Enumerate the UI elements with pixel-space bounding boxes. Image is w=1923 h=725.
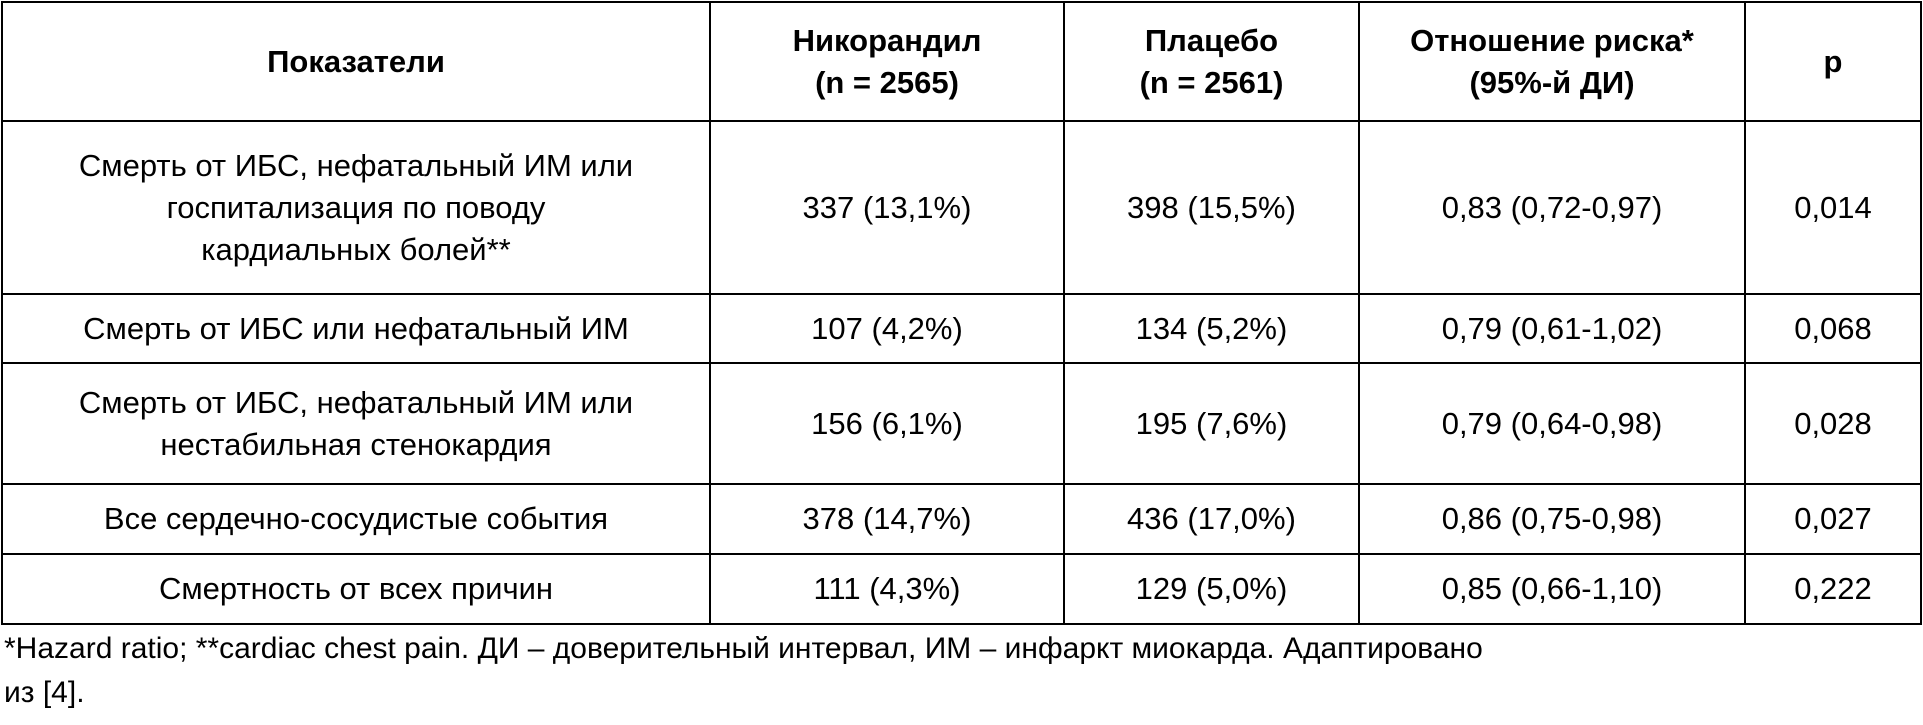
- cell-line: из [4].: [4, 676, 85, 709]
- row-label: Смерть от ИБС или нефатальный ИМ: [1, 293, 711, 364]
- cell: 0,027: [1744, 483, 1922, 555]
- cell: 0,85 (0,66-1,10): [1358, 553, 1746, 625]
- row-label: Смертность от всех причин: [1, 553, 711, 625]
- header-row: Показатели Никорандил (n = 2565) Плацебо (n …: [1, 1, 1922, 122]
- cell-line: Отношение риска*: [1410, 22, 1694, 58]
- cell: 0,83 (0,72-0,97): [1358, 120, 1746, 295]
- cell: 129 (5,0%): [1063, 553, 1360, 625]
- header-cell: Плацебо (n = 2561): [1063, 1, 1360, 122]
- cell-line: Плацебо: [1144, 22, 1279, 58]
- cell: 398 (15,5%): [1063, 120, 1360, 295]
- cell: 0,222: [1744, 553, 1922, 625]
- cell-line: Все сердечно-сосудистые события: [103, 501, 609, 536]
- header-cell: p: [1744, 1, 1922, 122]
- cell-line: Никорандил: [792, 22, 982, 58]
- cell-line: *Hazard ratio; **cardiac chest pain. ДИ …: [4, 632, 1483, 665]
- cell: 0,014: [1744, 120, 1922, 295]
- cell: 134 (5,2%): [1063, 293, 1360, 364]
- table-row: Смерть от ИБС, нефатальный ИМ или госпита…: [1, 120, 1922, 295]
- cell-line: Показатели: [267, 43, 445, 79]
- cell-line: (95%-й ДИ): [1469, 64, 1635, 100]
- cell-line: p: [1823, 43, 1843, 79]
- results-table: Показатели Никорандил (n = 2565) Плацебо (n …: [1, 1, 1922, 625]
- cell: 378 (14,7%): [709, 483, 1065, 555]
- row-label: Смерть от ИБС, нефатальный ИМ или госпита…: [1, 120, 711, 295]
- cell: 111 (4,3%): [709, 553, 1065, 625]
- table-row: Смерть от ИБС или нефатальный ИМ 107 (4,2…: [1, 293, 1922, 364]
- table-row: Смерть от ИБС, нефатальный ИМ или нестаби…: [1, 362, 1922, 485]
- cell: 0,79 (0,61-1,02): [1358, 293, 1746, 364]
- cell: 0,028: [1744, 362, 1922, 485]
- cell-line: нестабильная стенокардия: [160, 426, 552, 462]
- cell: 195 (7,6%): [1063, 362, 1360, 485]
- table-row: Все сердечно-сосудистые события 378 (14,7…: [1, 483, 1922, 555]
- cell: 0,068: [1744, 293, 1922, 364]
- footnote: *Hazard ratio; **cardiac chest pain. ДИ …: [4, 627, 1483, 715]
- row-label: Смерть от ИБС, нефатальный ИМ или нестаби…: [1, 362, 711, 485]
- cell: 337 (13,1%): [709, 120, 1065, 295]
- cell-line: Смертность от всех причин: [158, 571, 554, 606]
- cell: 107 (4,2%): [709, 293, 1065, 364]
- cell-line: Смерть от ИБС или нефатальный ИМ: [83, 310, 629, 346]
- table-body: Смерть от ИБС, нефатальный ИМ или госпита…: [1, 120, 1922, 625]
- cell-line: кардиальных болей**: [201, 231, 511, 267]
- cell-line: Смерть от ИБС, нефатальный ИМ или: [78, 384, 634, 420]
- cell: 156 (6,1%): [709, 362, 1065, 485]
- cell-line: Смерть от ИБС, нефатальный ИМ или: [78, 147, 634, 183]
- cell: 0,79 (0,64-0,98): [1358, 362, 1746, 485]
- header-cell: Никорандил (n = 2565): [709, 1, 1065, 122]
- cell-line: (n = 2565): [815, 64, 959, 100]
- header-cell: Отношение риска* (95%-й ДИ): [1358, 1, 1746, 122]
- cell: 0,86 (0,75-0,98): [1358, 483, 1746, 555]
- table-header: Показатели Никорандил (n = 2565) Плацебо (n …: [1, 1, 1922, 122]
- table-row: Смертность от всех причин 111 (4,3%) 129 (…: [1, 553, 1922, 625]
- cell-line: (n = 2561): [1139, 64, 1284, 100]
- cell: 436 (17,0%): [1063, 483, 1360, 555]
- cell-line: госпитализация по поводу: [166, 189, 546, 225]
- row-label: Все сердечно-сосудистые события: [1, 483, 711, 555]
- header-cell: Показатели: [1, 1, 711, 122]
